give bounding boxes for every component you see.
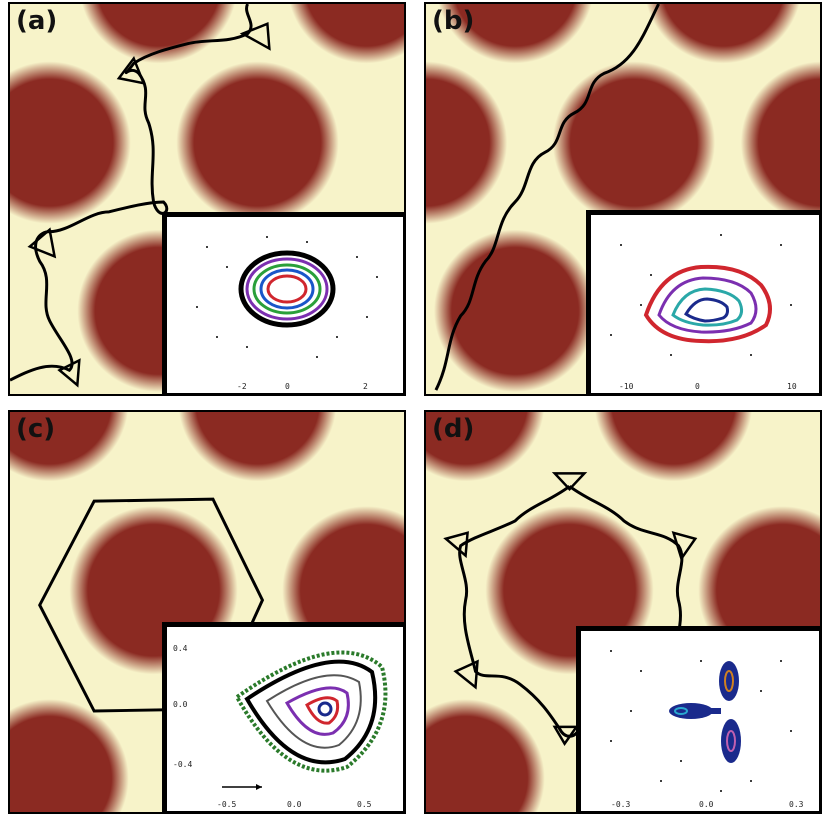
panel-d: (d) -0.3 0.0 0.3 — [424, 410, 822, 814]
svg-text:-2: -2 — [237, 382, 247, 391]
panel-label-a: (a) — [16, 6, 58, 36]
inset-d: -0.3 0.0 0.3 — [576, 626, 820, 812]
poincare-section-c: 0.4 0.0 -0.4 -0.5 0.0 0.5 — [173, 644, 388, 809]
panel-label-b: (b) — [432, 6, 475, 36]
svg-text:-0.3: -0.3 — [611, 800, 630, 809]
panel-b: (b) -10 0 10 — [424, 2, 822, 396]
svg-text:0: 0 — [285, 382, 290, 391]
inset-a: -2 0 2 — [162, 212, 404, 394]
panel-label-c: (c) — [16, 414, 56, 444]
svg-text:-0.5: -0.5 — [217, 800, 236, 809]
svg-text:2: 2 — [363, 382, 368, 391]
svg-text:0.0: 0.0 — [699, 800, 714, 809]
panel-c: (c) 0.4 0.0 -0.4 -0.5 0.0 0.5 — [8, 410, 406, 814]
svg-text:-10: -10 — [619, 382, 634, 391]
poincare-section-d: -0.3 0.0 0.3 — [610, 650, 804, 809]
inset-b: -10 0 10 — [586, 210, 820, 394]
svg-text:0.3: 0.3 — [789, 800, 804, 809]
svg-text:10: 10 — [787, 382, 797, 391]
poincare-section-a: -2 0 2 — [196, 236, 378, 391]
svg-text:0.0: 0.0 — [173, 700, 188, 709]
inset-c: 0.4 0.0 -0.4 -0.5 0.0 0.5 — [162, 622, 404, 812]
svg-text:0.4: 0.4 — [173, 644, 188, 653]
svg-text:-0.4: -0.4 — [173, 760, 192, 769]
svg-text:0.5: 0.5 — [357, 800, 372, 809]
svg-text:0.0: 0.0 — [287, 800, 302, 809]
trajectory-b — [434, 4, 660, 391]
panel-label-d: (d) — [432, 414, 475, 444]
svg-text:0: 0 — [695, 382, 700, 391]
poincare-section-b: -10 0 10 — [610, 234, 797, 391]
panel-a: (a) -2 0 2 — [8, 2, 406, 396]
